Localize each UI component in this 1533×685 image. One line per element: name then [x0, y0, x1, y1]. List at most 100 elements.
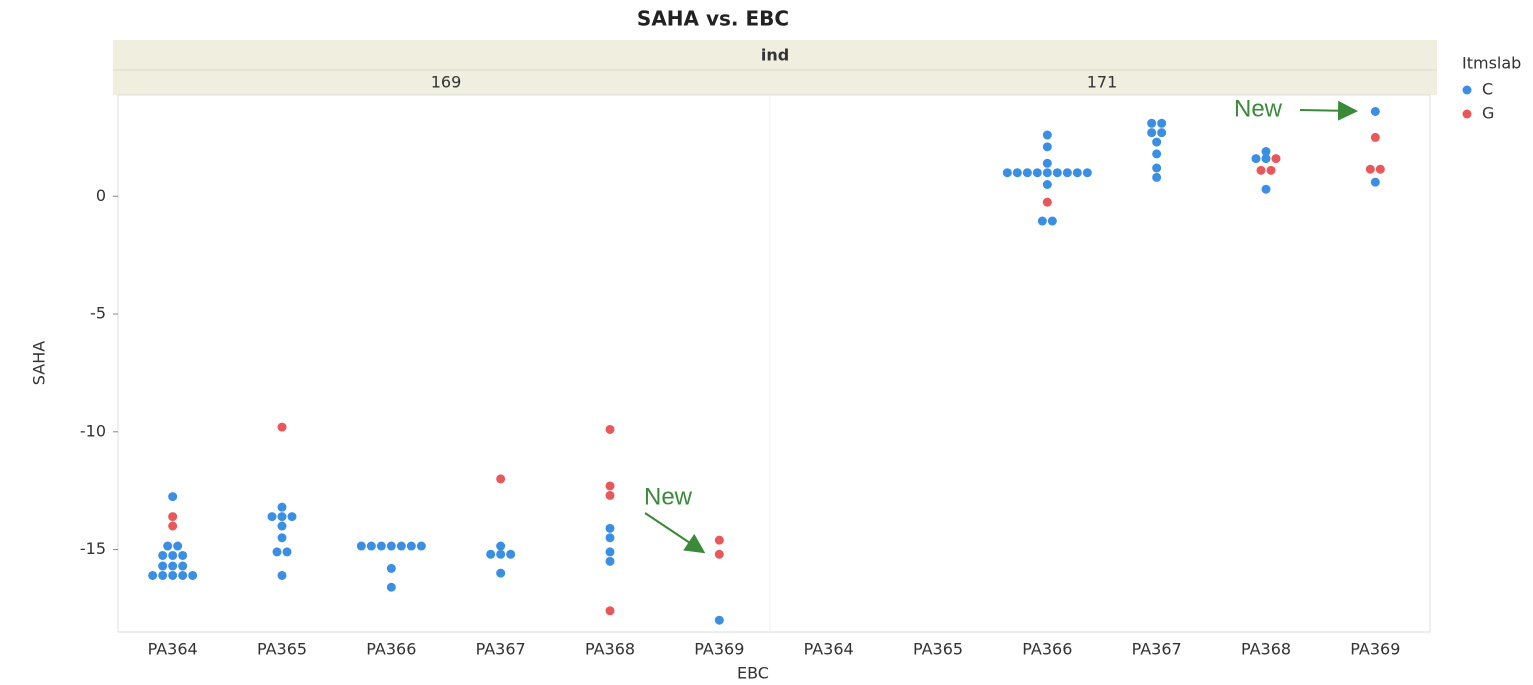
dot [605, 556, 615, 566]
annotation: New [1234, 95, 1283, 122]
facet-label: 171 [1087, 73, 1118, 92]
dot [605, 424, 615, 434]
legend-title: Itmslab [1462, 54, 1521, 73]
dot [416, 541, 426, 551]
annotation-arrow [644, 512, 706, 554]
dot [1042, 180, 1052, 189]
dot [486, 549, 496, 559]
dot [1042, 197, 1052, 207]
dot [605, 606, 615, 616]
dot [1147, 118, 1157, 128]
y-tick-label: -10 [80, 421, 106, 440]
dot [1062, 168, 1072, 178]
legend-label: C [1482, 80, 1493, 99]
x-tick-label: PA366 [1022, 640, 1072, 659]
dot [168, 570, 178, 580]
dot [277, 502, 287, 512]
dot [173, 541, 183, 551]
dot [366, 541, 376, 551]
dot [1251, 154, 1261, 164]
dot [1370, 177, 1380, 187]
x-tick-label: PA365 [913, 640, 963, 659]
dot [496, 541, 506, 551]
x-tick-label: PA364 [148, 640, 198, 659]
y-tick-label: -5 [90, 304, 106, 323]
x-tick-label: PA366 [366, 640, 416, 659]
x-tick-label: PA367 [1132, 640, 1182, 659]
x-tick-label: PA364 [804, 640, 854, 659]
dot [168, 550, 178, 560]
dot [277, 512, 287, 522]
dot [1022, 168, 1032, 178]
dot [714, 615, 724, 625]
dot [1037, 216, 1047, 226]
dot [1082, 168, 1092, 178]
dot [496, 474, 506, 484]
dot [496, 568, 506, 578]
dot [1152, 172, 1162, 182]
dot [356, 541, 366, 551]
legend-label: G [1482, 104, 1494, 123]
dot [406, 541, 416, 551]
dot [1261, 184, 1271, 194]
dot [1152, 163, 1162, 173]
dot [1042, 158, 1052, 168]
dot [178, 550, 188, 560]
x-tick-label: PA368 [585, 640, 635, 659]
dot [1365, 164, 1375, 174]
dot [168, 561, 178, 571]
facet-header [113, 40, 1437, 95]
dot [158, 570, 168, 580]
dot [506, 549, 516, 559]
dot [282, 547, 292, 557]
dot [605, 481, 615, 491]
dot [168, 512, 178, 522]
dot [287, 512, 297, 522]
dot [1157, 128, 1167, 138]
dot [163, 541, 173, 551]
dot [277, 533, 287, 543]
dot [1256, 165, 1266, 175]
x-tick-label: PA368 [1241, 640, 1291, 659]
dot [1042, 142, 1052, 152]
y-tick-label: -15 [80, 539, 106, 558]
dot [188, 570, 198, 580]
dot [1261, 147, 1271, 157]
dot [168, 492, 178, 502]
dot [386, 582, 396, 592]
dot [496, 549, 506, 559]
dot [1375, 164, 1385, 174]
dot [386, 563, 396, 573]
dot [714, 549, 724, 559]
plot-frame [117, 94, 1431, 633]
dot [168, 521, 178, 531]
dot [1147, 128, 1157, 138]
dot [605, 523, 615, 533]
dot [1002, 168, 1012, 178]
dot [1271, 154, 1281, 164]
dot [267, 512, 277, 522]
dot [1370, 132, 1380, 142]
facet-title: ind [761, 46, 789, 65]
x-tick-label: PA369 [1350, 640, 1400, 659]
annotation-arrow [1299, 100, 1358, 121]
dot [277, 570, 287, 580]
dot [277, 422, 287, 432]
dot [386, 541, 396, 551]
annotation: New [644, 483, 693, 510]
x-tick-label: PA369 [694, 640, 744, 659]
legend-marker [1462, 85, 1472, 95]
dot [1266, 165, 1276, 175]
chart-title: SAHA vs. EBC [637, 7, 789, 31]
dot [714, 535, 724, 545]
dot [396, 541, 406, 551]
dot [1042, 168, 1052, 178]
dot [277, 521, 287, 531]
dot [1072, 168, 1082, 178]
dot [605, 490, 615, 500]
dot [1152, 149, 1162, 159]
facet-label: 169 [431, 73, 462, 92]
x-axis-label: EBC [737, 664, 769, 683]
dot [158, 550, 168, 560]
